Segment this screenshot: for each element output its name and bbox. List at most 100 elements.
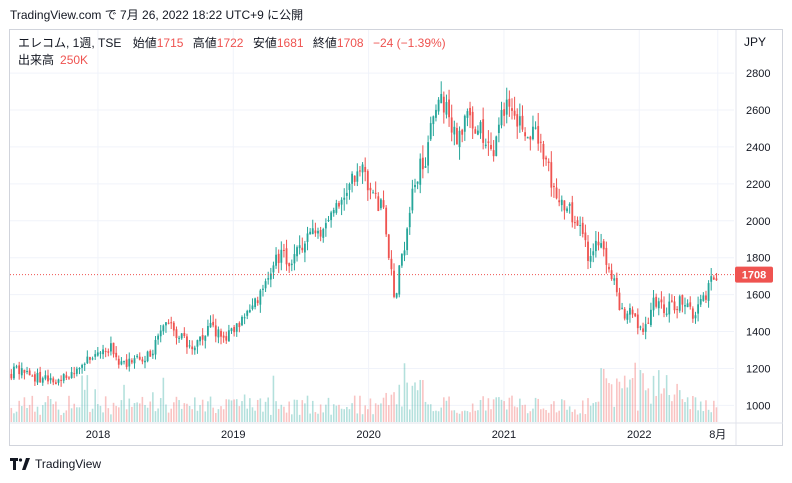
volume-bar — [464, 410, 466, 422]
volume-bar — [561, 399, 563, 422]
candle-body — [206, 326, 209, 336]
volume-bar — [597, 401, 600, 422]
candle-body — [694, 315, 697, 319]
volume-bar — [246, 408, 249, 422]
volume-bar — [469, 412, 471, 422]
candle-body — [186, 336, 188, 348]
candle-body — [689, 302, 692, 307]
volume-bar — [304, 403, 306, 422]
volume-bar — [692, 395, 694, 422]
candle-body — [246, 310, 249, 316]
volume-bar — [448, 396, 450, 422]
chart-frame — [9, 29, 783, 446]
volume-bar — [613, 406, 616, 422]
volume-bar — [479, 399, 482, 422]
candle-body — [311, 228, 314, 235]
volume-bar — [644, 390, 647, 422]
candle-body — [280, 249, 283, 263]
volume-bar — [390, 394, 393, 422]
candle-body — [450, 117, 453, 133]
candle-body — [668, 301, 671, 315]
candle-body — [681, 295, 684, 305]
candle-body — [144, 360, 146, 363]
volume-bar — [28, 404, 31, 422]
volume-bar — [487, 398, 490, 422]
candle-body — [686, 303, 689, 308]
x-tick-label: 8月 — [709, 429, 726, 441]
candle-body — [125, 359, 128, 367]
volume-bar — [553, 401, 555, 422]
candle-body — [54, 382, 57, 385]
candle-body — [652, 297, 655, 311]
currency-label: JPY — [744, 35, 767, 49]
candle-body — [610, 270, 613, 280]
volume-bar — [52, 404, 55, 422]
low-value: 1681 — [276, 36, 304, 50]
candle-body — [298, 245, 301, 249]
candle-body — [461, 129, 464, 135]
volume-bar — [537, 398, 539, 422]
volume-bar — [277, 408, 280, 422]
candle-body — [385, 207, 388, 235]
volume-bar — [437, 411, 440, 422]
candle-body — [618, 292, 621, 311]
volume-bar — [120, 400, 123, 422]
low-label: 安値 — [252, 36, 277, 50]
candle-body — [705, 295, 707, 300]
candle-body — [277, 253, 280, 264]
candle-body — [75, 368, 78, 374]
volume-bar — [178, 400, 180, 422]
candle-body — [432, 116, 435, 125]
volume-bar — [401, 406, 403, 422]
candle-body — [238, 322, 241, 328]
volume-bar — [306, 395, 309, 422]
candle-body — [99, 352, 102, 354]
candle-body — [503, 109, 506, 116]
volume-bar — [660, 393, 663, 422]
candle-body — [398, 265, 401, 295]
candle-body — [587, 241, 589, 261]
volume-bar — [138, 403, 141, 422]
volume-bar — [165, 404, 167, 422]
volume-bar — [267, 397, 269, 422]
volume-bar — [540, 409, 542, 422]
volume-bar — [610, 384, 613, 422]
volume-bar — [416, 390, 419, 422]
candle-body — [482, 119, 485, 143]
volume-bar — [83, 389, 86, 422]
volume-bar — [272, 375, 275, 422]
candle-body — [149, 350, 152, 357]
candle-body — [435, 109, 437, 118]
candle-body — [573, 222, 576, 224]
volume-bar — [62, 412, 65, 422]
candle-body — [629, 307, 631, 315]
volume-bar — [335, 405, 338, 422]
candle-body — [47, 375, 49, 382]
candle-body — [458, 130, 461, 148]
candle-body — [314, 230, 317, 234]
candle-body — [290, 263, 293, 266]
volume-bar — [566, 409, 568, 422]
volume-bar — [47, 396, 49, 422]
candle-body — [241, 316, 243, 326]
volume-bar — [678, 390, 681, 422]
candle-body — [390, 258, 393, 270]
candle-body — [474, 129, 477, 134]
candle-body — [697, 304, 700, 314]
volume-bar — [157, 408, 159, 422]
volume-bar — [689, 409, 692, 422]
volume-bar — [65, 410, 68, 422]
candle-body — [568, 203, 571, 206]
volume-bar — [238, 406, 241, 422]
candle-body — [456, 127, 458, 145]
candle-body — [581, 222, 584, 234]
x-tick-label: 2022 — [627, 429, 651, 441]
candle-body — [414, 184, 416, 188]
volume-bar — [668, 395, 671, 422]
candle-body — [497, 124, 500, 134]
candle-body — [673, 301, 676, 311]
footer-brand[interactable]: TradingView — [10, 457, 101, 471]
volume-bar — [647, 388, 650, 422]
volume-bar — [136, 402, 138, 422]
